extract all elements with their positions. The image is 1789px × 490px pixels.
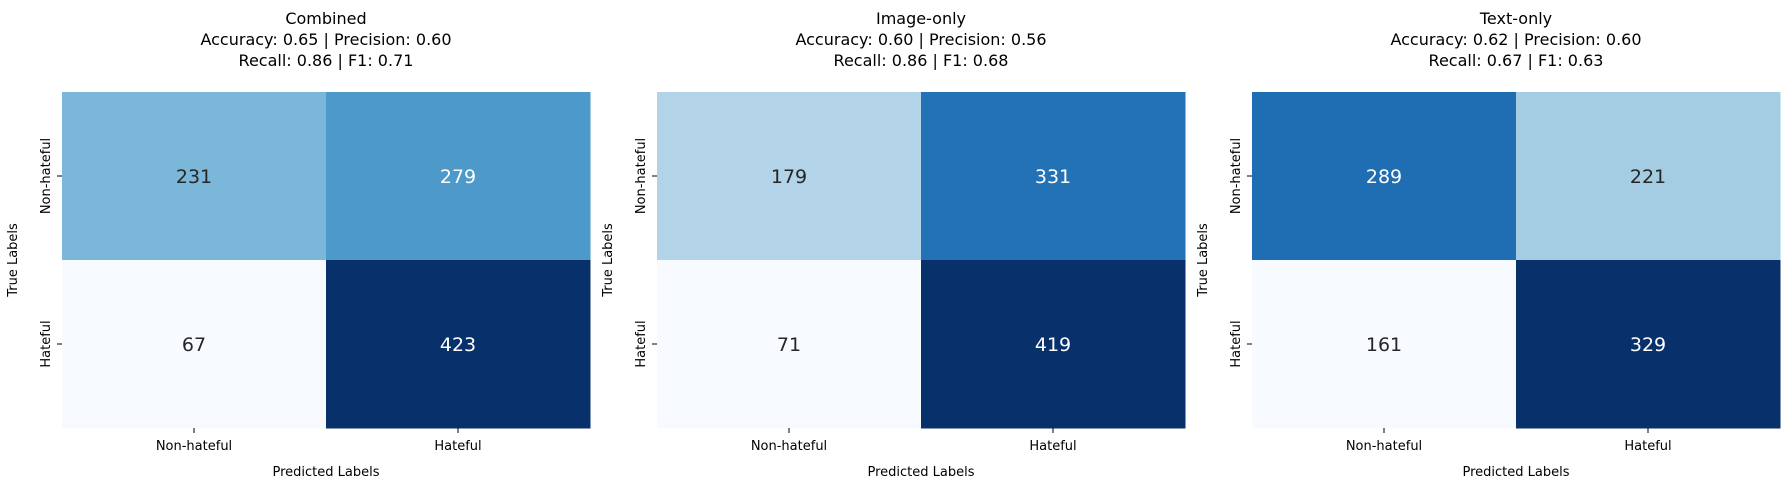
cell-value: 71 [777,334,801,356]
y-axis-label: True Labels [1196,223,1211,298]
y-tick-label: Hateful [39,320,54,367]
cell-value: 221 [1630,166,1666,188]
panel-metrics-line: Recall: 0.67 | F1: 0.63 [1429,51,1604,70]
cell-value: 279 [440,166,476,188]
heatmap-panel-2: Image-only Accuracy: 0.60 | Precision: 0.… [601,9,1186,480]
y-tick-label: Non-hateful [634,138,649,214]
panel-metrics-line: Accuracy: 0.65 | Precision: 0.60 [200,30,451,49]
x-tick-label: Non-hateful [156,439,232,454]
heatmap-cell [326,260,591,429]
heatmap-cell [1516,260,1781,429]
heatmap-cell [62,92,327,261]
panel-metrics-line: Accuracy: 0.60 | Precision: 0.56 [795,30,1046,49]
x-tick-label: Non-hateful [751,439,827,454]
panel-title: Combined [285,9,366,28]
heatmap-cell [657,92,922,261]
heatmap-cell [921,92,1186,261]
y-tick-label: Hateful [1229,320,1244,367]
panel-metrics-line: Accuracy: 0.62 | Precision: 0.60 [1390,30,1641,49]
panel-title: Image-only [876,9,966,28]
cell-value: 231 [176,166,212,188]
heatmap-cell [657,260,922,429]
panel-title: Text-only [1479,9,1552,28]
panel-metrics-line: Recall: 0.86 | F1: 0.68 [834,51,1009,70]
cell-value: 331 [1035,166,1071,188]
x-tick-label: Hateful [1624,439,1671,454]
x-tick-label: Non-hateful [1346,439,1422,454]
cell-value: 289 [1366,166,1402,188]
y-axis-label: True Labels [601,223,616,298]
cell-value: 419 [1035,334,1071,356]
heatmap-cell [62,260,327,429]
cell-value: 179 [771,166,807,188]
y-tick-label: Non-hateful [39,138,54,214]
x-axis-label: Predicted Labels [867,465,974,480]
x-tick-label: Hateful [1029,439,1076,454]
heatmap-cell [921,260,1186,429]
cell-value: 161 [1366,334,1402,356]
cell-value: 329 [1630,334,1666,356]
panel-metrics-line: Recall: 0.86 | F1: 0.71 [239,51,414,70]
y-tick-label: Hateful [634,320,649,367]
heatmap-panel-3: Text-only Accuracy: 0.62 | Precision: 0.6… [1196,9,1781,480]
cell-value: 67 [182,334,206,356]
heatmap-cell [1252,260,1517,429]
x-tick-label: Hateful [434,439,481,454]
heatmap-panel-1: Combined Accuracy: 0.65 | Precision: 0.60… [6,9,591,480]
x-axis-label: Predicted Labels [1462,465,1569,480]
cell-value: 423 [440,334,476,356]
y-axis-label: True Labels [6,223,21,298]
x-axis-label: Predicted Labels [272,465,379,480]
heatmap-cell [326,92,591,261]
heatmap-cell [1516,92,1781,261]
heatmap-cell [1252,92,1517,261]
y-tick-label: Non-hateful [1229,138,1244,214]
